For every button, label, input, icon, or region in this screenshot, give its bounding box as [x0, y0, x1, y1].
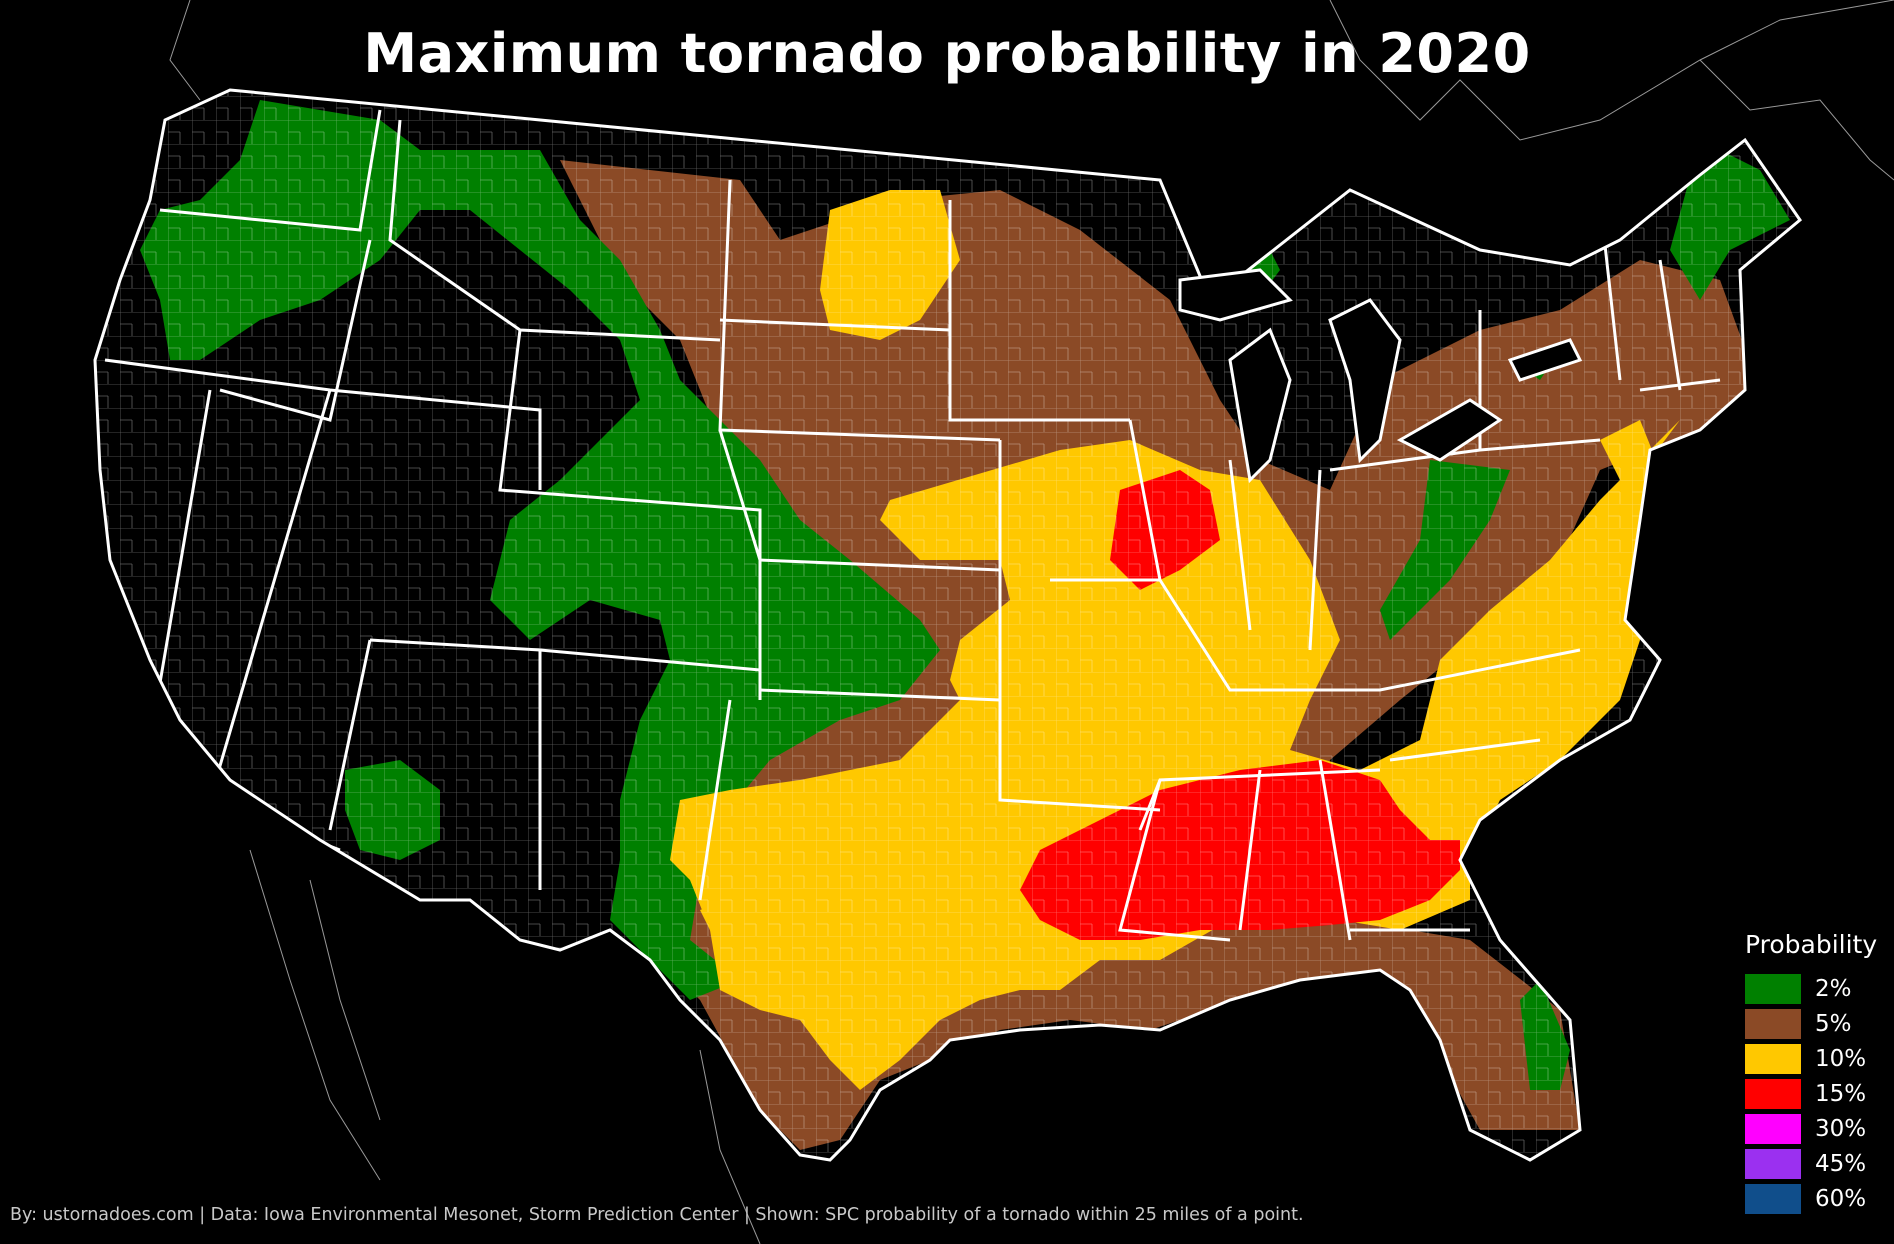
legend-swatch [1745, 1008, 1801, 1039]
legend-swatch [1745, 1078, 1801, 1109]
legend-label: 45% [1815, 1150, 1867, 1177]
legend-label: 60% [1815, 1185, 1867, 1212]
legend-swatch [1745, 1148, 1801, 1179]
legend-label: 10% [1815, 1045, 1867, 1072]
source-credit: By: ustornadoes.com | Data: Iowa Environ… [10, 1205, 1304, 1225]
legend-label: 2% [1815, 975, 1852, 1002]
map-title: Maximum tornado probability in 2020 [363, 22, 1531, 85]
legend: Probability 2% 5% 10% 15% 30% 45% 60% [1745, 930, 1878, 1216]
legend-item-2pct: 2% [1745, 971, 1875, 1006]
legend-title: Probability [1745, 930, 1878, 959]
legend-label: 5% [1815, 1010, 1852, 1037]
legend-item-15pct: 15% [1745, 1076, 1875, 1111]
legend-item-30pct: 30% [1745, 1111, 1875, 1146]
legend-label: 30% [1815, 1115, 1867, 1142]
legend-swatch [1745, 973, 1801, 1004]
legend-swatch [1745, 1113, 1801, 1144]
legend-item-60pct: 60% [1745, 1181, 1875, 1216]
legend-item-5pct: 5% [1745, 1006, 1875, 1041]
legend-label: 15% [1815, 1080, 1867, 1107]
state-borders [104, 109, 1721, 942]
legend-swatch [1745, 1043, 1801, 1074]
great-lakes [1178, 268, 1583, 484]
legend-swatch [1745, 1183, 1801, 1214]
legend-item-45pct: 45% [1745, 1146, 1875, 1181]
neighbor-coastlines [169, 0, 1894, 1244]
legend-item-10pct: 10% [1745, 1041, 1875, 1076]
legend-items: 2% 5% 10% 15% 30% 45% 60% [1745, 971, 1875, 1216]
